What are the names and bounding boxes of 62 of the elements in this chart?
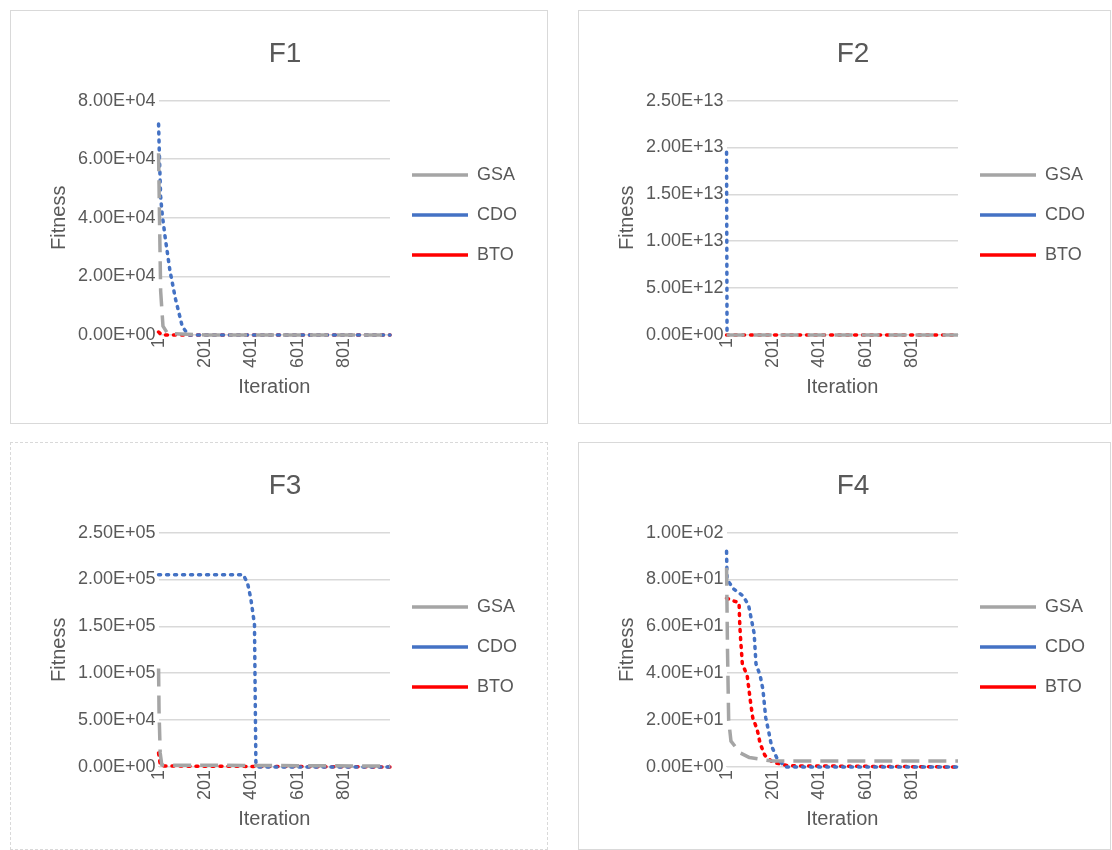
y-tick-label: 5.00E+04 (77, 709, 156, 730)
legend-label: BTO (1045, 243, 1082, 264)
x-tick-label: 401 (240, 769, 261, 801)
y-tick-label: 1.50E+13 (645, 183, 724, 204)
legend-label: BTO (477, 243, 514, 264)
x-tick-label: 601 (286, 769, 307, 801)
legend-label: GSA (477, 595, 516, 616)
y-axis-title: Fitness (46, 185, 69, 251)
y-tick-label: 2.00E+04 (77, 265, 156, 286)
x-tick-label: 201 (761, 769, 782, 801)
y-tick-label: 2.50E+13 (645, 89, 724, 110)
y-tick-label: 6.00E+04 (77, 148, 156, 169)
y-tick-label: 1.00E+13 (645, 230, 724, 251)
x-axis-title: Iteration (238, 806, 311, 829)
x-tick-label: 801 (332, 337, 353, 369)
y-tick-label: 5.00E+12 (645, 277, 724, 298)
x-axis-title: Iteration (806, 806, 879, 829)
x-tick-label: 601 (854, 769, 875, 801)
x-axis-title: Iteration (806, 374, 879, 397)
x-tick-label: 201 (193, 769, 214, 801)
y-axis-title: Fitness (614, 185, 637, 251)
line-series (156, 751, 392, 769)
y-tick-label: 2.50E+05 (77, 521, 156, 542)
chart-title: F1 (268, 36, 302, 68)
legend-label: BTO (477, 675, 514, 696)
x-tick-label: 401 (240, 337, 261, 369)
x-tick-label: 801 (900, 769, 921, 801)
y-tick-label: 2.00E+05 (77, 568, 156, 589)
line-series (156, 573, 392, 769)
legend-label: CDO (477, 203, 517, 224)
x-axis-title: Iteration (238, 374, 311, 397)
x-tick-label: 601 (854, 337, 875, 369)
y-tick-label: 1.00E+05 (77, 662, 156, 683)
x-tick-label: 801 (900, 337, 921, 369)
legend-label: GSA (477, 163, 516, 184)
x-tick-label: 401 (808, 337, 829, 369)
chart-title: F4 (836, 468, 870, 500)
chart-title: F3 (268, 468, 302, 500)
y-tick-label: 2.00E+01 (645, 709, 724, 730)
x-tick-label: 801 (332, 769, 353, 801)
x-tick-label: 401 (808, 769, 829, 801)
line-series (156, 666, 392, 768)
y-tick-label: 4.00E+04 (77, 206, 156, 227)
chart-title: F2 (836, 36, 870, 68)
y-tick-label: 6.00E+01 (645, 615, 724, 636)
y-tick-label: 1.00E+02 (645, 521, 724, 542)
y-tick-label: 8.00E+04 (77, 89, 156, 110)
legend-label: GSA (1045, 595, 1084, 616)
y-axis-title: Fitness (614, 617, 637, 683)
y-tick-label: 4.00E+01 (645, 662, 724, 683)
legend-label: BTO (1045, 675, 1082, 696)
legend-label: CDO (1045, 203, 1085, 224)
legend-label: CDO (1045, 635, 1085, 656)
legend-label: CDO (477, 635, 517, 656)
x-tick-label: 201 (193, 337, 214, 369)
x-tick-label: 601 (286, 337, 307, 369)
y-tick-label: 1.50E+05 (77, 615, 156, 636)
y-tick-label: 2.00E+13 (645, 136, 724, 157)
y-axis-title: Fitness (46, 617, 69, 683)
y-tick-label: 8.00E+01 (645, 568, 724, 589)
legend-label: GSA (1045, 163, 1084, 184)
x-tick-label: 201 (761, 337, 782, 369)
